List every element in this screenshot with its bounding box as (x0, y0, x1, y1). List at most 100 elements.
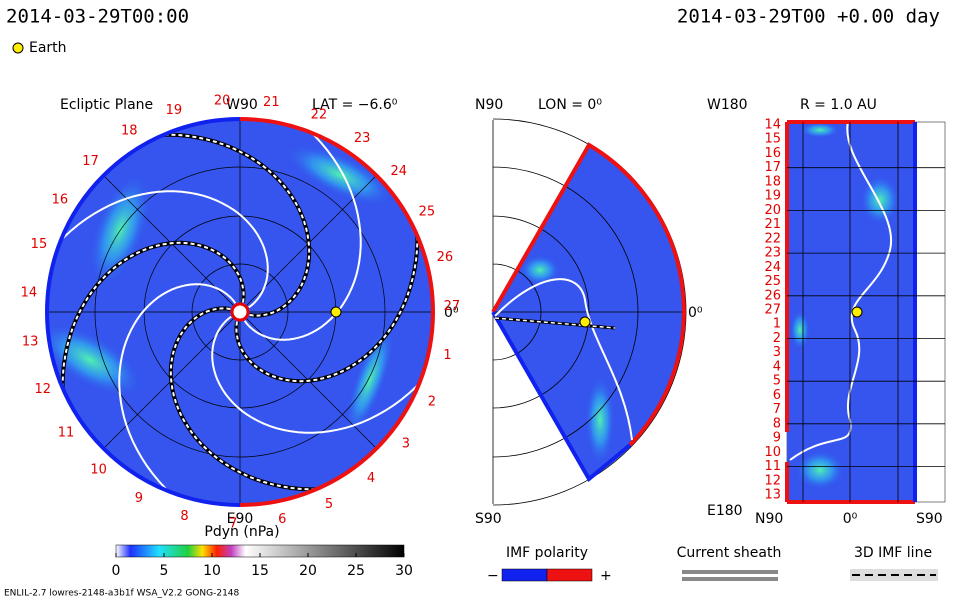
row-label: 21 (764, 217, 781, 232)
row-label: 23 (764, 246, 781, 261)
row-label: 26 (764, 288, 781, 303)
colorbar-label: Pdyn (nPa) (204, 524, 279, 540)
longitude-label: 15 (31, 237, 48, 252)
row-label: 14 (764, 118, 781, 133)
row-label: 8 (773, 416, 781, 431)
longitude-label: 12 (34, 382, 51, 397)
meridional-panel: N90 LON = 0⁰ 0⁰ S90 (475, 97, 703, 527)
longitude-label: 20 (214, 93, 231, 108)
row-label: 20 (764, 203, 781, 218)
longitude-label: 8 (180, 509, 188, 524)
time: 2014-03-29T00:00 (6, 6, 189, 28)
longitude-label: 24 (391, 164, 408, 179)
row-label: 7 (773, 402, 781, 417)
imf-line-title: 3D IMF line (854, 545, 932, 561)
model-time: 2014-03-29T00 +0.00 day (677, 6, 940, 28)
earth-marker (330, 306, 342, 318)
row-label: 16 (764, 146, 781, 161)
ecliptic-outline-blue (45, 117, 241, 507)
lat-label: LAT = −6.6⁰ (312, 97, 398, 113)
row-label: 12 (764, 473, 781, 488)
longitude-label: 10 (90, 462, 107, 477)
longitude-label: 9 (135, 491, 143, 506)
row-label: 22 (764, 231, 781, 246)
row-label: 1 (773, 317, 781, 332)
longitude-label: 1 (443, 348, 451, 363)
longitude-label: 22 (311, 108, 328, 123)
earth-legend: Earth (29, 40, 67, 56)
lon0-label: 0⁰ (843, 511, 858, 527)
ecliptic-panel: Ecliptic Plane W90 LAT = −6.6⁰ 0⁰ E90 (45, 97, 459, 527)
row-label: 25 (764, 274, 781, 289)
longitude-label: 6 (278, 512, 286, 527)
longitude-label: 17 (82, 154, 99, 169)
longitude-label: 13 (22, 335, 39, 350)
field-line (47, 190, 269, 309)
ecliptic-outline-red (239, 117, 435, 507)
bottom-label: E90 (227, 511, 254, 527)
row-label: 5 (773, 374, 781, 389)
imf-plus: + (600, 568, 612, 584)
earth-legend-marker (12, 42, 24, 54)
row-label: 11 (764, 459, 781, 474)
row-label: 18 (764, 174, 781, 189)
radial-panel: W180 R = 1.0 AU E180 N90 0⁰ S90 (707, 97, 946, 527)
longitude-label: 16 (52, 193, 69, 208)
imf-line (235, 188, 419, 383)
w180-label: W180 (707, 97, 748, 113)
field-line (118, 283, 237, 505)
row-label: 4 (773, 359, 781, 374)
row-label: 24 (764, 260, 781, 275)
colorbar-tick-label: 30 (395, 563, 413, 579)
s90-label: S90 (475, 511, 502, 527)
longitude-label: 19 (166, 103, 183, 118)
colorbar-tick-label: 0 (112, 563, 121, 579)
longitude-label: 26 (437, 250, 454, 265)
longitude-label: 4 (367, 471, 375, 486)
row-label: 3 (773, 345, 781, 360)
radius-label: R = 1.0 AU (800, 97, 877, 113)
imf-line (61, 241, 245, 436)
sun (230, 302, 250, 322)
n90-label: N90 (475, 97, 503, 113)
longitude-label: 21 (263, 95, 280, 110)
imf-minus: − (487, 568, 499, 584)
longitude-label: 3 (402, 436, 410, 451)
longitude-label: 14 (21, 285, 38, 300)
longitude-label: 5 (325, 497, 333, 512)
imf-line (116, 133, 311, 317)
right-label: 0⁰ (444, 305, 459, 321)
colorbar-tick-label: 10 (203, 563, 221, 579)
ecliptic-title: Ecliptic Plane (60, 97, 153, 113)
longitude-label: 2 (428, 395, 436, 410)
longitude-label: 25 (419, 204, 436, 219)
e180-label: E180 (707, 503, 743, 519)
imf-title: IMF polarity (506, 545, 588, 561)
row-label: 10 (764, 445, 781, 460)
field-line (211, 315, 433, 434)
longitude-label: 27 (444, 299, 461, 314)
longitude-label: 11 (58, 426, 75, 441)
colorbar-tick-label: 15 (251, 563, 269, 579)
lon-label: LON = 0⁰ (538, 97, 602, 113)
colorbar-tick-label: 5 (160, 563, 169, 579)
row-label: 13 (764, 488, 781, 503)
footer: ENLIL-2.7 lowres-2148-a3b1f WSA_V2.2 GON… (4, 589, 240, 599)
imf-line (169, 307, 364, 491)
row-label: 9 (773, 431, 781, 446)
row-label: 2 (773, 331, 781, 346)
field-line (243, 119, 362, 341)
longitude-label: 23 (354, 131, 371, 146)
n90-label: N90 (755, 511, 783, 527)
longitude-label: 18 (121, 124, 138, 139)
row-label: 17 (764, 160, 781, 175)
row-label: 15 (764, 132, 781, 147)
row-label: 27 (764, 303, 781, 318)
right-label: 0⁰ (688, 305, 703, 321)
top-label: W90 (226, 97, 258, 113)
longitude-label: 7 (229, 516, 237, 531)
colorbar-tick-label: 20 (299, 563, 317, 579)
